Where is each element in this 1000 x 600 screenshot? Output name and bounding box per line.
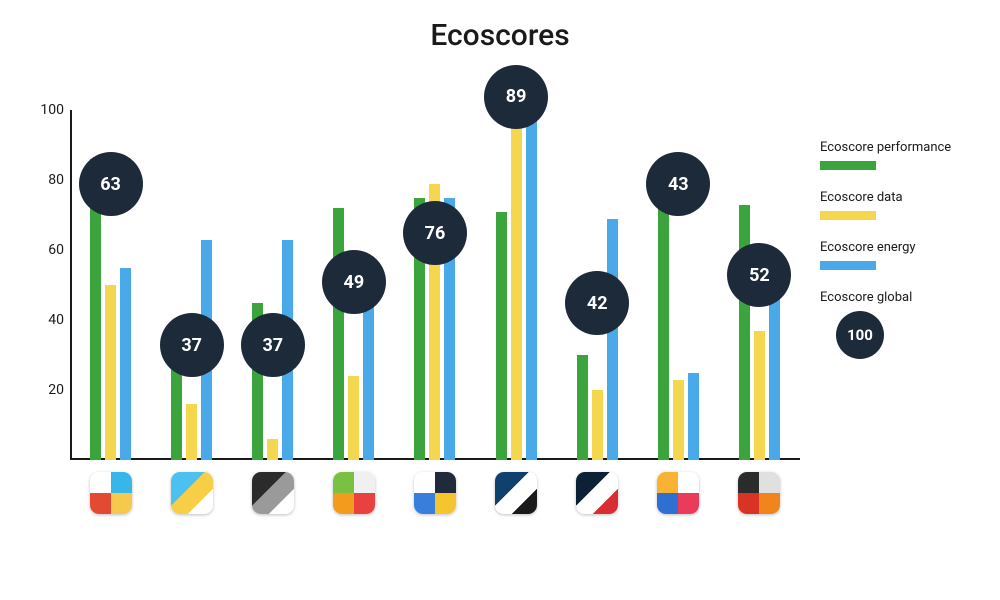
y-tick-label: 40 [30, 312, 64, 328]
bar-group: 37 [151, 240, 232, 461]
bar-group: 43 [638, 159, 719, 460]
bar-data [186, 404, 197, 460]
app-icon [576, 472, 618, 514]
app-icon [657, 472, 699, 514]
bar-group: 52 [719, 205, 800, 461]
app-icon [738, 472, 780, 514]
y-tick-label: 20 [30, 382, 64, 398]
legend-global-bubble: 100 [836, 311, 884, 359]
app-icon [171, 472, 213, 514]
bar-performance [333, 208, 344, 460]
legend-item-performance: Ecoscore performance [820, 140, 990, 170]
global-score-bubble: 37 [241, 313, 305, 377]
legend-swatch [820, 161, 876, 170]
bar-group: 89 [476, 107, 557, 461]
legend-swatch [820, 261, 876, 270]
global-score-bubble: 52 [727, 243, 791, 307]
y-tick-label: 60 [30, 242, 64, 258]
app-icons-row [70, 472, 800, 514]
legend-label: Ecoscore performance [820, 140, 990, 155]
app-icon [252, 472, 294, 514]
bar-energy [120, 268, 131, 461]
bar-energy [607, 219, 618, 461]
app-icon [333, 472, 375, 514]
bar-data [267, 439, 278, 460]
bar-group: 49 [313, 208, 394, 460]
global-score-bubble: 49 [322, 250, 386, 314]
global-score-bubble: 37 [160, 313, 224, 377]
global-score-bubble: 89 [484, 65, 548, 129]
bar-energy [769, 285, 780, 460]
legend-label: Ecoscore energy [820, 240, 990, 255]
bar-performance [577, 355, 588, 460]
chart-title: Ecoscores [0, 0, 1000, 53]
bar-data [348, 376, 359, 460]
app-icon [90, 472, 132, 514]
y-tick-label: 80 [30, 172, 64, 188]
global-score-bubble: 63 [79, 152, 143, 216]
bar-data [754, 331, 765, 461]
bar-data [673, 380, 684, 461]
legend-swatch [820, 211, 876, 220]
legend-label: Ecoscore data [820, 190, 990, 205]
app-icon [495, 472, 537, 514]
bars-container: 633737497689424352 [70, 110, 800, 460]
global-score-bubble: 76 [403, 201, 467, 265]
y-tick-label: 100 [30, 102, 64, 118]
bar-energy [688, 373, 699, 461]
bar-group: 76 [394, 184, 475, 461]
bar-data [511, 110, 522, 460]
bar-group: 42 [557, 219, 638, 461]
bar-performance [496, 212, 507, 461]
legend-item-data: Ecoscore data [820, 190, 990, 220]
bar-data [105, 285, 116, 460]
legend-item-energy: Ecoscore energy [820, 240, 990, 270]
legend: Ecoscore performance Ecoscore data Ecoscor… [820, 140, 990, 379]
bar-group: 63 [70, 159, 151, 460]
legend-label: Ecoscore global [820, 290, 990, 305]
bar-data [592, 390, 603, 460]
legend-item-global: Ecoscore global 100 [820, 290, 990, 359]
bar-group: 37 [232, 240, 313, 461]
bar-energy [526, 107, 537, 461]
bar-performance [739, 205, 750, 461]
app-icon [414, 472, 456, 514]
global-score-bubble: 42 [565, 271, 629, 335]
chart-plot-area: 20406080100 633737497689424352 [70, 110, 800, 460]
global-score-bubble: 43 [646, 152, 710, 216]
